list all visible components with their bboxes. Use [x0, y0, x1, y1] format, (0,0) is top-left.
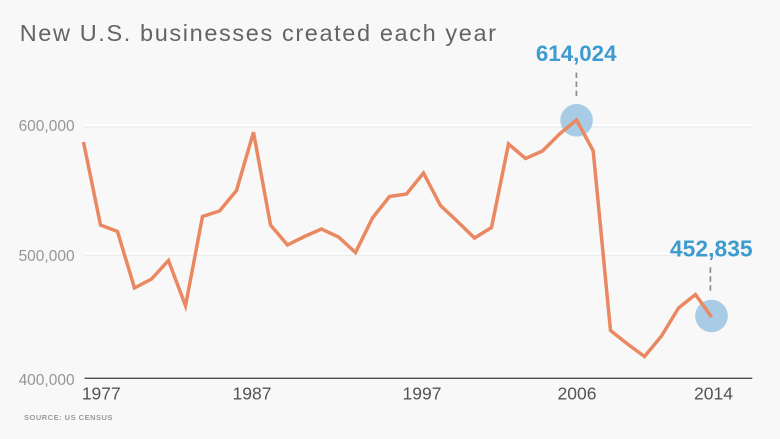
svg-text:600,000: 600,000 — [19, 118, 75, 135]
svg-text:SOURCE: US CENSUS: SOURCE: US CENSUS — [24, 413, 113, 422]
svg-text:500,000: 500,000 — [19, 248, 75, 265]
svg-text:1997: 1997 — [403, 384, 442, 404]
svg-text:1987: 1987 — [233, 384, 272, 404]
svg-text:1977: 1977 — [82, 384, 121, 404]
svg-text:400,000: 400,000 — [19, 372, 75, 389]
svg-text:2014: 2014 — [694, 384, 733, 404]
svg-text:New U.S. businesses created ea: New U.S. businesses created each year — [20, 20, 498, 46]
svg-text:452,835: 452,835 — [670, 235, 753, 261]
svg-text:2006: 2006 — [558, 384, 597, 404]
svg-text:614,024: 614,024 — [536, 41, 617, 66]
